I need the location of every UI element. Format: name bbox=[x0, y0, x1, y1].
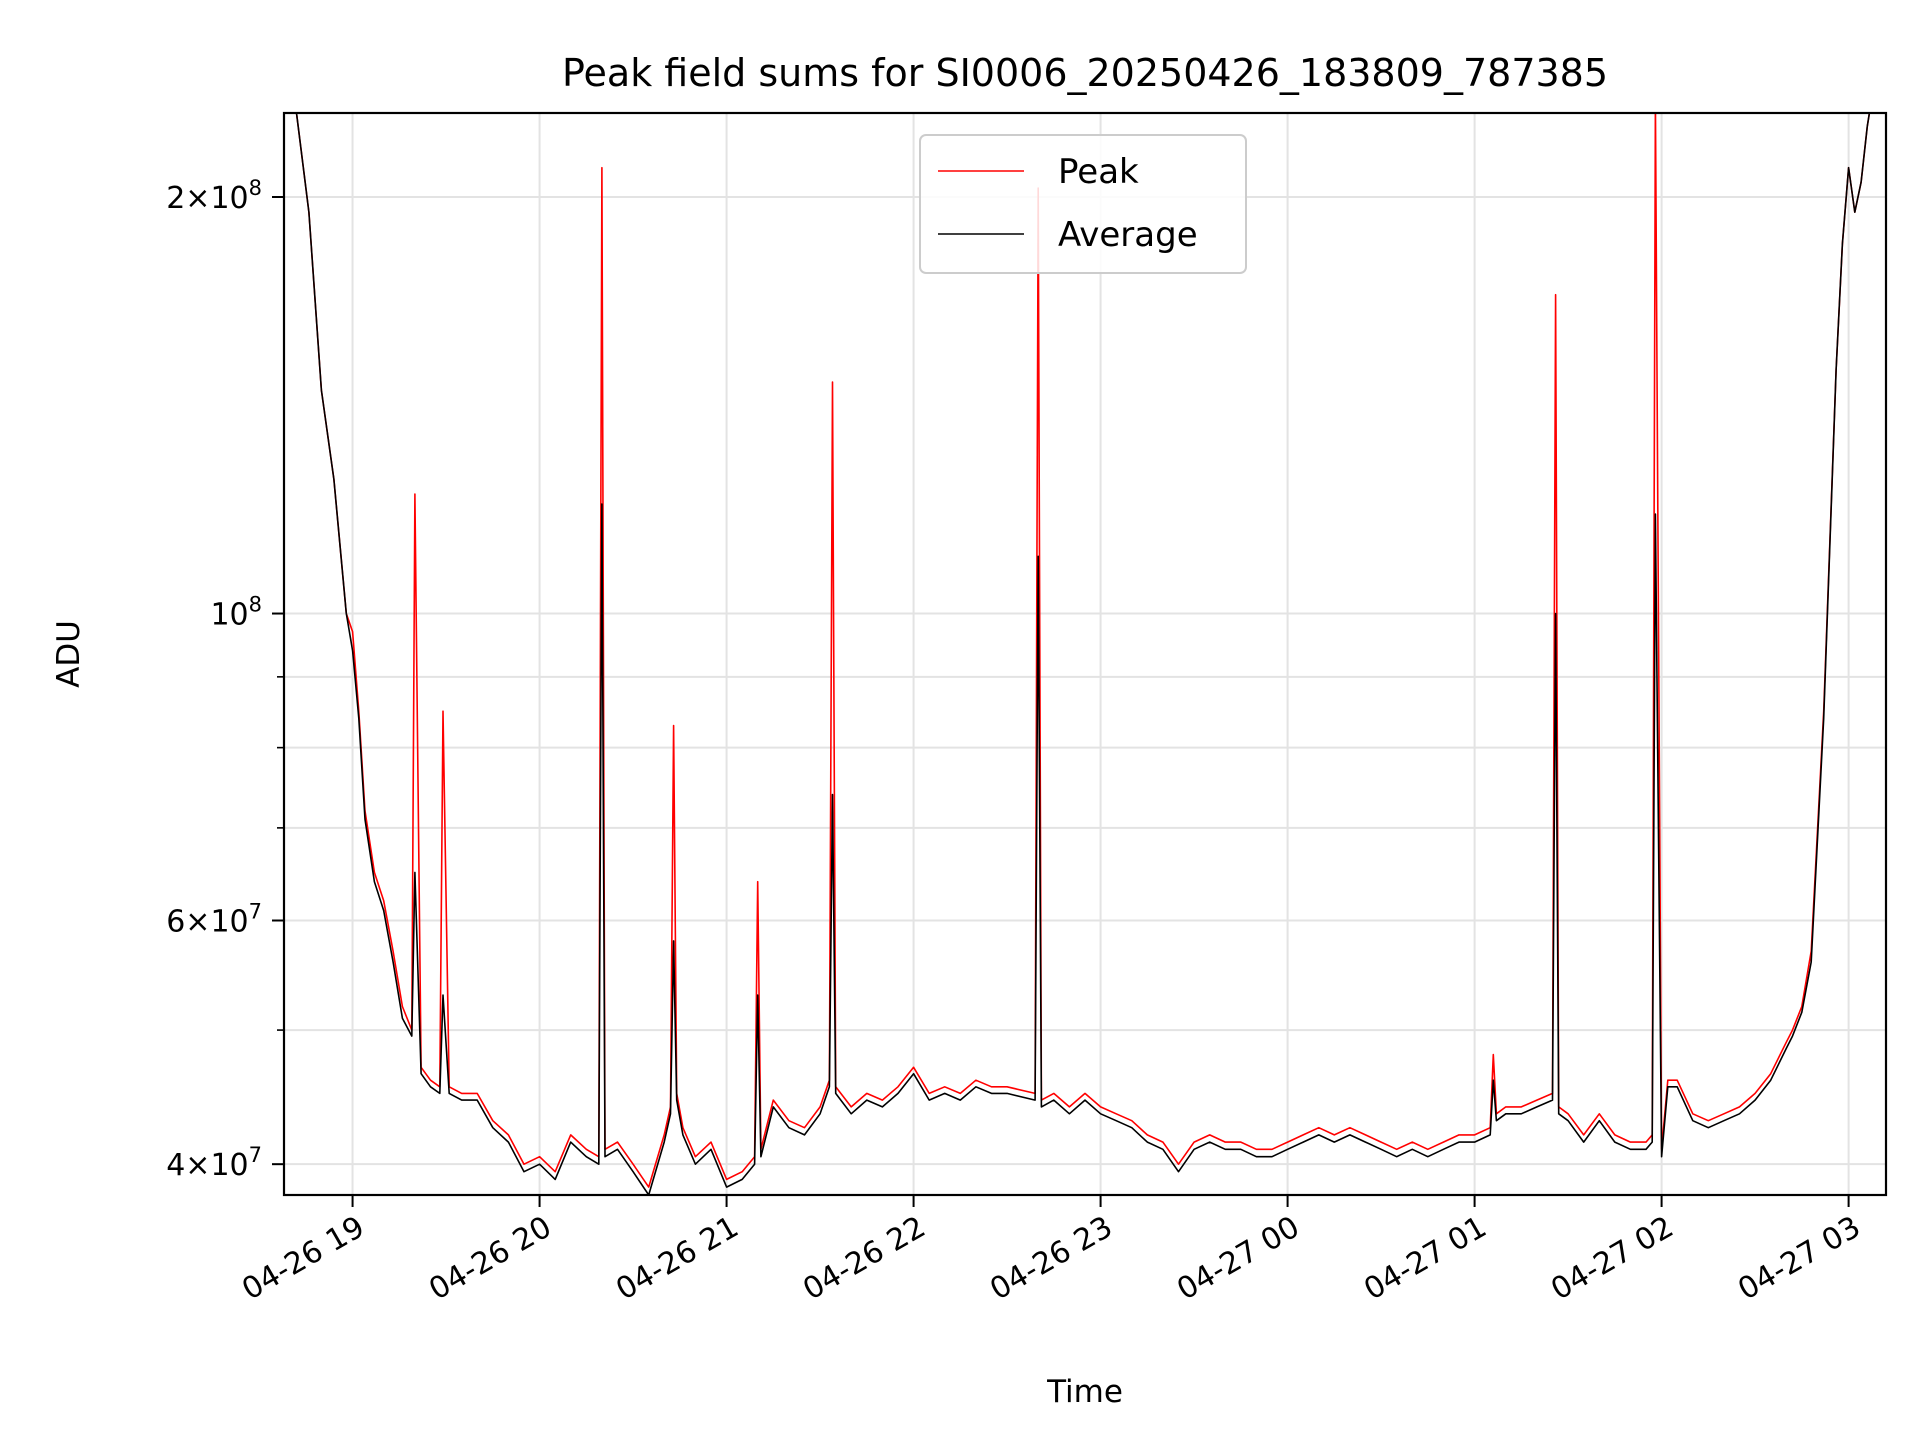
legend: Peak Average bbox=[919, 134, 1247, 274]
series-line-average bbox=[295, 113, 1871, 1195]
legend-box bbox=[919, 134, 1247, 274]
x-tick-label: 04-27 01 bbox=[1358, 1210, 1492, 1308]
x-tick-label: 04-26 23 bbox=[984, 1210, 1118, 1308]
series-line-peak bbox=[295, 113, 1871, 1188]
x-tick-label: 04-27 02 bbox=[1545, 1210, 1679, 1308]
y-axis-ticks: 4×107 6×107 108 2×108 bbox=[166, 176, 284, 1183]
x-tick-label: 04-26 22 bbox=[797, 1210, 931, 1308]
y-tick-label: 108 bbox=[210, 593, 262, 633]
chart-title: Peak field sums for SI0006_20250426_1838… bbox=[562, 51, 1608, 95]
plot-frame bbox=[282, 111, 1888, 1197]
x-tick-label: 04-26 20 bbox=[423, 1210, 557, 1308]
x-tick-label: 04-27 03 bbox=[1732, 1210, 1866, 1308]
legend-average-label: Average bbox=[1058, 215, 1198, 255]
x-tick-label: 04-26 21 bbox=[610, 1210, 744, 1308]
series-lines bbox=[295, 113, 1871, 1195]
x-axis-label: Time bbox=[1046, 1374, 1123, 1410]
x-tick-label: 04-27 00 bbox=[1171, 1210, 1305, 1308]
y-tick-label: 4×107 bbox=[166, 1143, 262, 1183]
legend-peak-label: Peak bbox=[1058, 152, 1139, 192]
grid-lines bbox=[284, 113, 1886, 1195]
y-tick-label: 6×107 bbox=[166, 900, 262, 940]
y-axis-label: ADU bbox=[51, 620, 87, 688]
y-tick-label: 2×108 bbox=[166, 176, 262, 216]
x-tick-label: 04-26 19 bbox=[236, 1210, 370, 1308]
x-axis-ticks: 04-26 19 04-26 20 04-26 21 04-26 22 04-26 23… bbox=[236, 1195, 1867, 1308]
